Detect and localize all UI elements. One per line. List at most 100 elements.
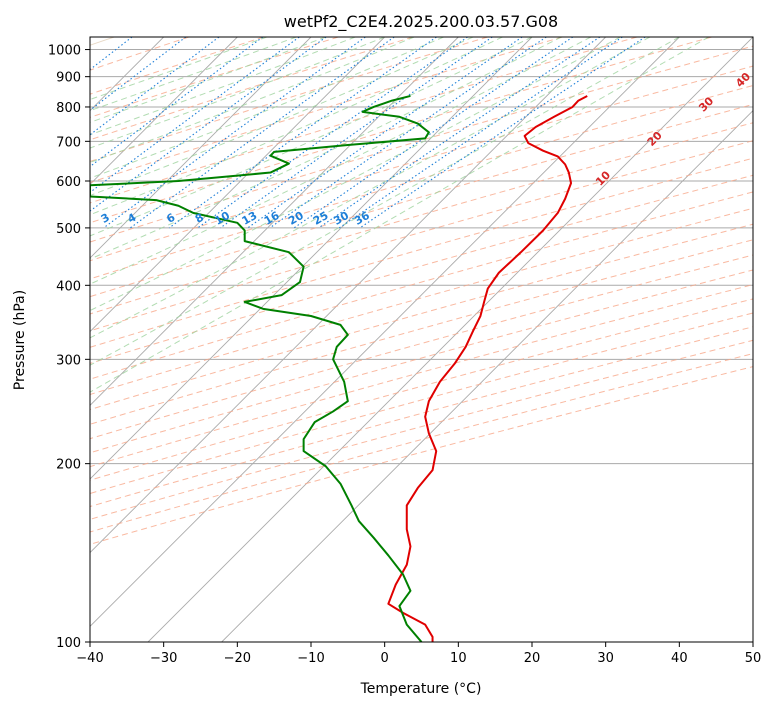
dry-adiabat-line <box>90 45 753 243</box>
x-tick-label: 0 <box>381 651 389 666</box>
skewt-grid <box>0 37 753 642</box>
y-tick-label: 700 <box>56 135 81 150</box>
mixing-ratio-label: 10 <box>212 209 232 228</box>
dry-adiabat-line <box>90 223 753 411</box>
dry-adiabat-line <box>90 174 753 364</box>
dry-adiabat-line <box>90 254 753 440</box>
dry-adiabat-line <box>90 326 753 508</box>
mixing-ratio-label: 4 <box>125 211 138 226</box>
y-tick-label: 800 <box>56 101 81 116</box>
mixing-ratio-line <box>90 37 187 111</box>
mixing-ratio-line <box>269 37 547 229</box>
isotherm-line <box>90 37 385 333</box>
x-axis-label: Temperature (°C) <box>360 681 482 697</box>
y-tick-label: 200 <box>56 458 81 473</box>
y-tick-label: 500 <box>56 222 81 237</box>
moist-adiabat-label: 40 <box>733 70 753 90</box>
dry-adiabat-line <box>90 339 753 520</box>
mixing-ratio-line <box>90 37 327 212</box>
dry-adiabat-line <box>90 366 753 545</box>
mixing-ratio-line <box>197 37 468 229</box>
mixing-ratio-line <box>338 37 623 229</box>
mixing-ratio-label: 16 <box>262 209 282 228</box>
y-tick-label: 900 <box>56 71 81 86</box>
mixing-ratio-line <box>103 37 366 229</box>
isotherm-line <box>90 37 533 480</box>
isotherm-line <box>90 37 238 185</box>
mixing-ratio-label: 1 <box>4 211 17 226</box>
dry-adiabat-line <box>90 122 753 315</box>
dry-adiabat-line <box>90 191 753 380</box>
y-axis-label: Pressure (hPa) <box>12 290 28 390</box>
mixing-ratio-label: 36 <box>352 209 372 228</box>
dry-adiabat-line <box>90 157 753 348</box>
sounding-series <box>90 94 588 642</box>
isotherm-line <box>90 37 459 406</box>
x-tick-label: 50 <box>745 651 762 666</box>
dewpoint-profile-line <box>90 94 430 642</box>
mixing-ratio-label: 1.5 <box>33 208 56 229</box>
moist-adiabat-label: 30 <box>696 94 716 114</box>
temperature-profile-line <box>387 95 588 642</box>
y-tick-label: 300 <box>56 353 81 368</box>
isotherm-line <box>90 37 680 627</box>
dry-adiabat-line <box>90 298 753 481</box>
moist-adiabat-line <box>90 37 326 123</box>
dry-adiabat-line <box>90 84 753 280</box>
dry-adiabat-line <box>90 207 753 396</box>
mixing-ratio-line <box>168 37 437 229</box>
x-tick-label: −40 <box>76 651 103 666</box>
axes: −40 −30 −20 −10 0 10 20 30 40 50 100 200 300 400 500 60… <box>48 44 761 666</box>
dry-adiabat-line <box>90 312 753 495</box>
x-tick-label: −30 <box>150 651 177 666</box>
x-tick-label: 10 <box>450 651 467 666</box>
x-tick-label: 30 <box>597 651 614 666</box>
moist-adiabat-line <box>90 37 651 339</box>
x-tick-label: −10 <box>297 651 324 666</box>
isotherm-line <box>90 37 606 554</box>
dry-adiabat-line <box>90 37 712 224</box>
dry-adiabat-line <box>90 140 753 332</box>
moist-adiabat-line <box>90 37 385 149</box>
y-tick-label: 100 <box>56 636 81 651</box>
mixing-ratio-line <box>318 37 601 229</box>
isotherm-line <box>147 37 753 642</box>
mixing-ratio-label: 8 <box>193 211 206 226</box>
moist-adiabat-line <box>90 37 267 101</box>
moist-adiabat-line <box>90 37 503 216</box>
moist-adiabat-line <box>90 37 621 312</box>
dry-adiabat-line <box>90 37 339 118</box>
x-tick-label: 40 <box>671 651 688 666</box>
moist-adiabat-line <box>90 37 356 136</box>
mixing-ratio-line <box>293 37 574 229</box>
dry-adiabat-line <box>90 269 753 454</box>
mixing-ratio-line <box>359 37 646 229</box>
moist-adiabat-line <box>90 37 562 260</box>
dry-adiabat-line <box>90 37 488 163</box>
mixing-ratio-line <box>0 37 82 228</box>
isotherm-line <box>221 110 753 642</box>
dry-adiabat-line <box>90 37 414 141</box>
mixing-ratio-line <box>90 37 220 136</box>
moist-adiabat-line <box>90 37 474 197</box>
isotherm-line <box>90 37 312 259</box>
moist-adiabat-line <box>90 37 533 237</box>
mixing-ratio-label: 30 <box>331 209 351 228</box>
dry-adiabat-line <box>90 37 264 95</box>
moist-adiabat-label: 20 <box>645 129 665 149</box>
y-tick-label: 1000 <box>48 44 81 59</box>
mixing-ratio-line <box>129 37 395 229</box>
x-tick-label: −20 <box>224 651 251 666</box>
moist-adiabat-line <box>90 37 710 393</box>
dry-adiabat-line <box>90 239 753 425</box>
moist-adiabat-line <box>90 37 592 285</box>
dry-adiabat-line <box>90 103 753 298</box>
dry-adiabat-line <box>90 37 638 204</box>
moist-adiabat-label: 10 <box>593 168 613 188</box>
mixing-ratio-label: 25 <box>311 209 331 228</box>
x-tick-label: 20 <box>524 651 541 666</box>
chart-title: wetPf2_C2E4.2025.200.03.57.G08 <box>284 12 558 32</box>
dry-adiabat-line <box>90 284 753 468</box>
dry-adiabat-line <box>90 37 189 71</box>
